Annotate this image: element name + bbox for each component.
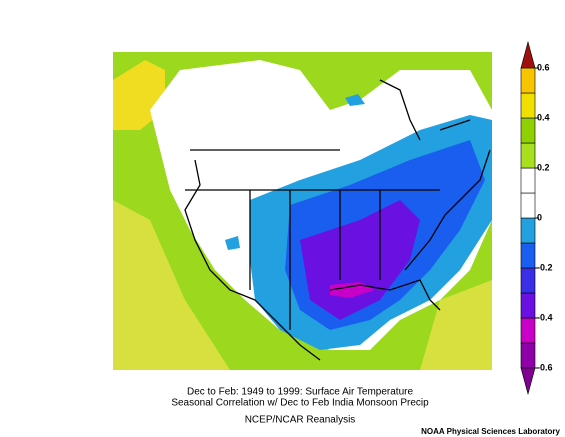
- border: [185, 149, 440, 330]
- colorbar-band: [520, 67, 536, 94]
- colorbar-band: [520, 217, 536, 244]
- coastline: [184, 79, 491, 361]
- colorbar-under: [520, 367, 536, 396]
- contour-yellow-green: [113, 200, 230, 370]
- caption-line: Dec to Feb: 1949 to 1999: Surface Air Te…: [187, 387, 413, 398]
- colorbar-band: [520, 142, 536, 169]
- colorbar-band: [520, 342, 536, 369]
- colorbar-band: [520, 317, 536, 344]
- colorbar-tick-label: 0.6: [537, 62, 550, 72]
- caption-line: Seasonal Correlation w/ Dec to Feb India…: [171, 398, 429, 409]
- colorbar-tick-label: 0.4: [537, 112, 550, 122]
- contour-yellow-green: [420, 280, 492, 370]
- colorbar-band: [520, 92, 536, 119]
- colorbar-band: [520, 292, 536, 319]
- colorbar-tick-label: 0: [537, 212, 542, 222]
- colorbar-tick-label: -0.6: [537, 362, 553, 372]
- colorbar-band: [520, 242, 536, 269]
- map: [113, 52, 492, 370]
- colorbar-tick-label: 0.2: [537, 162, 550, 172]
- source: NCEP/NCAR Reanalysis: [245, 415, 356, 426]
- colorbar-tick-label: -0.2: [537, 262, 553, 272]
- colorbar-band: [520, 117, 536, 144]
- credit: NOAA Physical Sciences Laboratory: [421, 427, 560, 436]
- colorbar-tick-label: -0.4: [537, 312, 553, 322]
- colorbar-band: [520, 167, 536, 194]
- colorbar-band: [520, 267, 536, 294]
- contour-light-blue: [345, 94, 365, 106]
- colorbar-over: [520, 40, 536, 69]
- colorbar: -0.6 -0.4 -0.2 0 0.2 0.4 0.6: [520, 40, 553, 396]
- contour-light-blue: [225, 236, 240, 250]
- colorbar-band: [520, 192, 536, 219]
